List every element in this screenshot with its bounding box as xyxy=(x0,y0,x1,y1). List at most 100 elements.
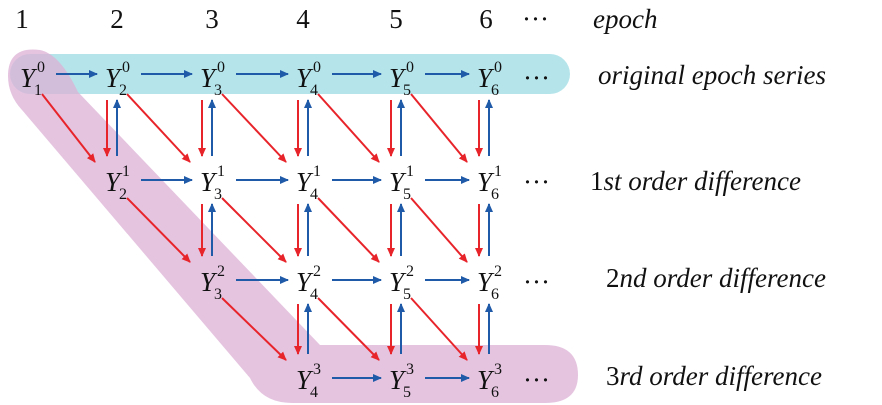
node-superscript: 3 xyxy=(313,361,321,378)
arrow-diagonal-1-3 xyxy=(221,197,287,263)
node-Y-3-1: Y3 1 xyxy=(200,163,225,203)
node-Y-4-1: Y4 1 xyxy=(296,163,321,203)
col-label-6: 6 xyxy=(479,4,493,34)
svg-text:Y: Y xyxy=(389,267,407,297)
row-labels: original epoch series 1st order differen… xyxy=(590,60,826,391)
row1-label: 1st order difference xyxy=(590,166,801,196)
node-subscript: 5 xyxy=(403,384,411,401)
node-superscript: 0 xyxy=(122,59,130,76)
svg-text:Y: Y xyxy=(105,167,123,197)
arrow-diagonal-2-5 xyxy=(410,297,468,361)
col-label-3: 3 xyxy=(205,4,219,34)
arrows xyxy=(41,70,493,382)
node-subscript: 4 xyxy=(310,384,318,401)
node-subscript: 6 xyxy=(491,286,499,303)
svg-text:Y: Y xyxy=(477,167,495,197)
node-Y-5-3: Y5 3 xyxy=(389,361,414,401)
node-superscript: 2 xyxy=(406,263,414,280)
node-superscript: 2 xyxy=(494,263,502,280)
col-label-4: 4 xyxy=(296,4,310,34)
node-Y-5-0: Y5 0 xyxy=(389,59,414,99)
node-Y-1-0: Y1 0 xyxy=(20,59,45,99)
node-subscript: 4 xyxy=(310,82,318,99)
svg-text:Y: Y xyxy=(296,63,314,93)
node-Y-6-0: Y6 0 xyxy=(477,59,502,99)
svg-text:Y: Y xyxy=(296,365,314,395)
node-subscript: 6 xyxy=(491,384,499,401)
row0-label: original epoch series xyxy=(598,60,826,90)
row3-ellipsis: ··· xyxy=(523,365,550,395)
row2-label: 2nd order difference xyxy=(606,263,826,293)
node-subscript: 3 xyxy=(214,82,222,99)
arrow-diagonal-0-5 xyxy=(410,93,468,163)
arrow-diagonal-1-5 xyxy=(410,197,468,263)
node-Y-6-2: Y6 2 xyxy=(477,263,502,303)
col-label-1: 1 xyxy=(15,4,29,34)
node-superscript: 3 xyxy=(494,361,502,378)
svg-text:Y: Y xyxy=(296,167,314,197)
node-superscript: 0 xyxy=(217,59,225,76)
svg-text:Y: Y xyxy=(200,167,218,197)
node-Y-3-2: Y3 2 xyxy=(200,263,225,303)
svg-text:Y: Y xyxy=(477,267,495,297)
node-Y-6-3: Y6 3 xyxy=(477,361,502,401)
node-subscript: 3 xyxy=(214,186,222,203)
row2-ellipsis: ··· xyxy=(523,267,550,297)
arrow-diagonal-0-1 xyxy=(41,93,96,163)
node-superscript: 1 xyxy=(494,163,502,180)
arrow-diagonal-1-2 xyxy=(126,197,191,263)
node-subscript: 6 xyxy=(491,186,499,203)
diagonal-highlight xyxy=(8,49,578,403)
col-label-5: 5 xyxy=(389,4,403,34)
node-superscript: 1 xyxy=(406,163,414,180)
node-subscript: 6 xyxy=(491,82,499,99)
node-subscript: 4 xyxy=(310,286,318,303)
node-subscript: 5 xyxy=(403,286,411,303)
original-series-highlight xyxy=(10,54,570,94)
row0-ellipsis: ··· xyxy=(523,63,550,93)
node-subscript: 5 xyxy=(403,186,411,203)
highlights xyxy=(8,49,578,403)
node-subscript: 2 xyxy=(119,82,127,99)
svg-text:Y: Y xyxy=(389,63,407,93)
arrow-diagonal-0-3 xyxy=(221,93,287,163)
node-Y-2-1: Y2 1 xyxy=(105,163,130,203)
node-superscript: 2 xyxy=(313,263,321,280)
nodes: Y10 Y20 Y30 Y40 Y50 Y60 ···Y21 Y31 Y41 Y51 Y61 ···Y… xyxy=(20,59,550,401)
node-superscript: 0 xyxy=(494,59,502,76)
epoch-header: 1 2 3 4 5 6 ··· epoch xyxy=(15,4,657,34)
node-Y-4-3: Y4 3 xyxy=(296,361,321,401)
node-Y-5-2: Y5 2 xyxy=(389,263,414,303)
node-superscript: 0 xyxy=(313,59,321,76)
node-Y-2-0: Y2 0 xyxy=(105,59,130,99)
epoch-label: epoch xyxy=(593,4,657,34)
node-subscript: 1 xyxy=(34,82,42,99)
node-Y-4-2: Y4 2 xyxy=(296,263,321,303)
svg-text:Y: Y xyxy=(477,63,495,93)
node-Y-4-0: Y4 0 xyxy=(296,59,321,99)
svg-text:Y: Y xyxy=(20,63,38,93)
node-Y-6-1: Y6 1 xyxy=(477,163,502,203)
svg-text:Y: Y xyxy=(200,63,218,93)
node-subscript: 5 xyxy=(403,82,411,99)
node-superscript: 0 xyxy=(37,59,45,76)
node-superscript: 0 xyxy=(406,59,414,76)
svg-text:Y: Y xyxy=(389,365,407,395)
row1-ellipsis: ··· xyxy=(523,167,550,197)
node-superscript: 2 xyxy=(217,263,225,280)
node-superscript: 1 xyxy=(122,163,130,180)
node-Y-5-1: Y5 1 xyxy=(389,163,414,203)
arrow-diagonal-2-3 xyxy=(221,297,287,361)
arrow-diagonal-0-2 xyxy=(126,93,191,163)
node-subscript: 2 xyxy=(119,186,127,203)
arrow-diagonal-0-4 xyxy=(317,93,380,163)
svg-text:Y: Y xyxy=(477,365,495,395)
arrow-diagonal-1-4 xyxy=(317,197,380,263)
svg-text:Y: Y xyxy=(105,63,123,93)
col-label-2: 2 xyxy=(110,4,124,34)
node-subscript: 4 xyxy=(310,186,318,203)
row3-label: 3rd order difference xyxy=(606,361,822,391)
header-ellipsis: ··· xyxy=(522,4,549,34)
